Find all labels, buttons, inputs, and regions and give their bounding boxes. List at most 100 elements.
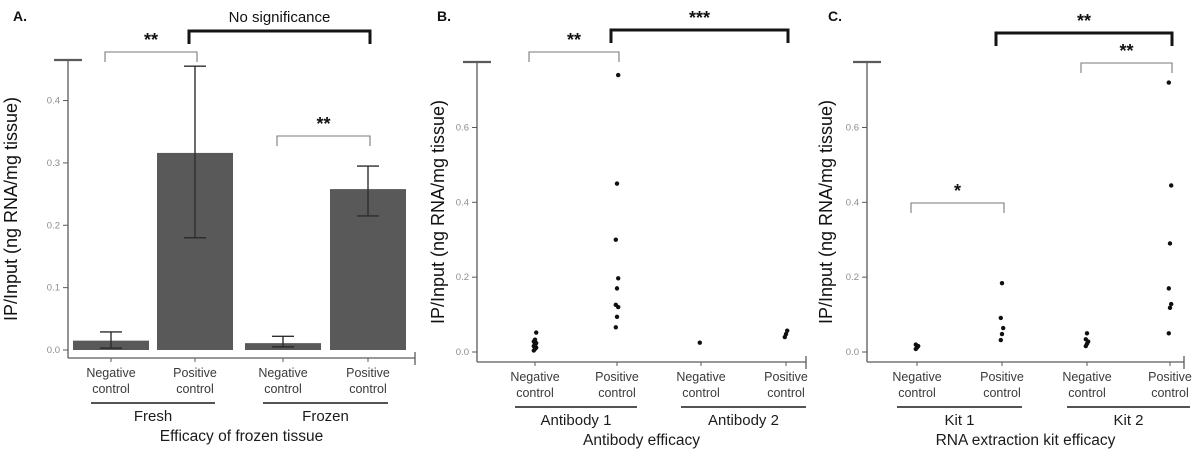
panel-c-chart: 0.00.20.40.6*****NegativecontrolPositive… — [816, 11, 1192, 449]
data-point — [614, 286, 620, 291]
y-axis-title: IP/Input (ng RNA/mg tissue) — [816, 100, 836, 324]
data-point — [534, 330, 539, 335]
x-axis-title: RNA extraction kit efficacy — [936, 432, 1116, 449]
category-label-line2: control — [516, 386, 554, 400]
data-point — [614, 181, 620, 186]
data-point — [614, 314, 620, 320]
category-label-line2: control — [92, 382, 130, 396]
group-label: Frozen — [302, 408, 349, 425]
data-point — [616, 72, 621, 78]
category-label-line2: control — [767, 386, 805, 400]
y-tick-label: 0.2 — [47, 220, 60, 231]
significance-label: ** — [567, 30, 581, 50]
group-label: Antibody 1 — [541, 412, 612, 429]
group-label: Antibody 2 — [708, 412, 779, 429]
category-label-line1: Positive — [173, 366, 217, 380]
panel-c: C. 0.0 0.2 0.4 0.6 * ** ** Negative control Posit… — [810, 0, 1200, 462]
y-tick-label: 0.0 — [456, 347, 469, 358]
category-label-line1: Positive — [764, 370, 808, 384]
category-label-line1: Negative — [86, 366, 135, 380]
panel-b-chart: 0.00.20.40.6*****NegativecontrolPositive… — [428, 8, 808, 449]
significance-label: No significance — [229, 9, 331, 26]
data-point — [999, 280, 1005, 286]
group-label: Kit 1 — [944, 412, 974, 429]
data-point — [1166, 286, 1171, 291]
category-label-line2: control — [983, 386, 1021, 400]
y-tick-label: 0.0 — [47, 345, 60, 356]
category-label-line2: control — [682, 386, 720, 400]
category-label-line1: Positive — [980, 370, 1024, 384]
category-label-line2: control — [1068, 386, 1106, 400]
category-label-line2: control — [598, 386, 636, 400]
category-label-line2: control — [1151, 386, 1189, 400]
category-label-line1: Negative — [676, 370, 725, 384]
data-point — [1167, 305, 1173, 311]
data-point — [1083, 337, 1088, 342]
x-axis-title: Antibody efficacy — [583, 432, 700, 449]
data-point — [1167, 241, 1173, 246]
data-point — [999, 331, 1005, 337]
y-tick-label: 0.6 — [456, 122, 469, 133]
data-point — [998, 337, 1003, 343]
category-label-line1: Positive — [595, 370, 639, 384]
significance-bracket — [276, 135, 371, 146]
data-point — [1001, 325, 1006, 331]
y-tick-label: 0.2 — [846, 272, 859, 283]
data-point — [613, 302, 618, 308]
data-point — [998, 315, 1003, 321]
category-label-line1: Negative — [510, 370, 559, 384]
significance-bracket — [528, 51, 620, 62]
significance-label: * — [954, 181, 961, 201]
group-label: Fresh — [134, 408, 172, 425]
x-axis-title: Efficacy of frozen tissue — [160, 428, 323, 445]
data-point — [913, 342, 918, 347]
category-label-line2: control — [349, 382, 387, 396]
data-point — [785, 328, 790, 333]
significance-label: ** — [1077, 11, 1091, 31]
significance-bracket — [187, 29, 372, 44]
category-label-line2: control — [176, 382, 214, 396]
data-point — [613, 237, 618, 242]
significance-bracket — [104, 51, 198, 62]
category-label-line1: Negative — [258, 366, 307, 380]
category-label-line2: control — [898, 386, 936, 400]
significance-label: *** — [689, 8, 710, 28]
y-axis-title: IP/Input (ng RNA/mg tissue) — [428, 100, 448, 324]
panel-a-letter: A. — [13, 8, 27, 24]
data-point — [697, 340, 702, 345]
group-label: Kit 2 — [1113, 412, 1143, 429]
data-point — [1169, 301, 1174, 307]
data-point — [1169, 183, 1174, 188]
panel-c-letter: C. — [828, 8, 842, 24]
y-tick-label: 0.1 — [47, 283, 60, 294]
y-tick-label: 0.0 — [846, 347, 859, 358]
y-tick-label: 0.6 — [846, 122, 859, 133]
significance-bracket — [910, 202, 1005, 213]
y-tick-label: 0.4 — [846, 197, 859, 208]
panel-b-letter: B. — [437, 8, 451, 24]
significance-label: ** — [144, 30, 158, 50]
category-label-line1: Negative — [892, 370, 941, 384]
y-tick-label: 0.4 — [456, 197, 469, 208]
category-label-line2: control — [264, 382, 302, 396]
significance-label: ** — [1119, 41, 1133, 61]
panel-a: A. 0.0 0.1 0.2 0.3 0.4 ** ** No significance Neg… — [0, 0, 420, 462]
category-label-line1: Positive — [1148, 370, 1192, 384]
category-label-line1: Negative — [1062, 370, 1111, 384]
data-point — [783, 331, 789, 337]
y-tick-label: 0.2 — [456, 272, 469, 283]
data-point — [532, 337, 538, 342]
panel-a-chart: 0.0 0.1 0.2 0.3 0.4 ** ** No significance Negati… — [1, 9, 416, 445]
data-point — [1166, 80, 1171, 85]
y-axis-title: IP/Input (ng RNA/mg tissue) — [1, 97, 21, 321]
data-point — [616, 276, 621, 281]
y-tick-label: 0.3 — [47, 158, 60, 169]
data-point — [613, 325, 618, 330]
significance-bracket — [1080, 62, 1173, 73]
category-label-line1: Positive — [346, 366, 390, 380]
significance-bracket — [994, 31, 1174, 46]
significance-bracket — [609, 28, 790, 43]
panel-b: B. 0.0 0.2 0.4 0.6 ** *** Negative control Posit… — [420, 0, 810, 462]
data-point — [1166, 331, 1171, 336]
